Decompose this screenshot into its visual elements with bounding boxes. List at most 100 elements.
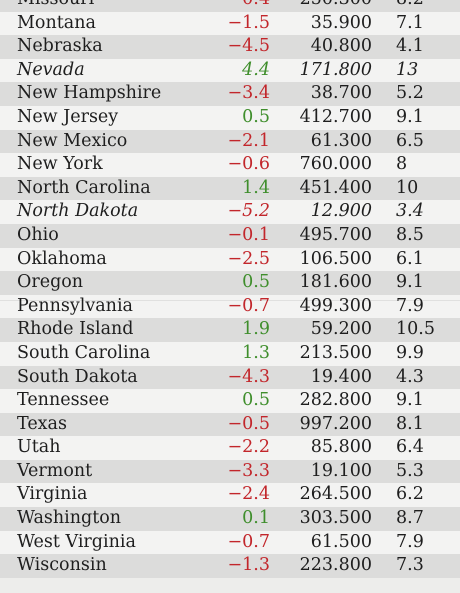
rate-value: 6.5 xyxy=(396,130,424,151)
change-value: 0.1 xyxy=(242,508,270,529)
change-value: −3.3 xyxy=(227,460,271,481)
state-name: Washington xyxy=(17,508,122,529)
rate-value: 10 xyxy=(396,177,419,198)
change-value: −2.4 xyxy=(227,484,271,505)
change-value: −5.2 xyxy=(227,201,271,222)
rate-value: 6.4 xyxy=(396,437,424,458)
change-value: −0.5 xyxy=(227,413,271,434)
table-row: Oregon 0.5 181.600 9.1 xyxy=(0,271,460,295)
state-name: Oregon xyxy=(17,272,84,293)
amount-value: 61.500 xyxy=(310,531,372,552)
rate-value: 7.9 xyxy=(396,531,424,552)
state-name: New Mexico xyxy=(17,130,128,151)
change-value: −0.6 xyxy=(227,154,271,175)
state-name: South Dakota xyxy=(17,366,138,387)
change-value: 4.4 xyxy=(242,59,270,80)
state-name: Ohio xyxy=(17,224,59,245)
amount-value: 19.400 xyxy=(310,366,372,387)
table-row: New Jersey 0.5 412.700 9.1 xyxy=(0,105,460,130)
amount-value: 181.600 xyxy=(299,272,372,293)
amount-value: 451.400 xyxy=(299,177,372,198)
amount-value: 303.500 xyxy=(299,508,372,529)
table-row: New York −0.6 760.000 8 xyxy=(0,153,460,177)
rate-value: 8.2 xyxy=(396,0,424,12)
table-row: Missouri −0.4 250.300 8.2 xyxy=(0,0,460,12)
state-name: Vermont xyxy=(17,460,93,481)
table-row: New Mexico −2.1 61.300 6.5 xyxy=(0,129,460,154)
rate-value: 3.4 xyxy=(396,201,424,222)
state-name: New Jersey xyxy=(17,106,119,127)
table-row: Ohio −0.1 495.700 8.5 xyxy=(0,223,460,248)
amount-value: 250.300 xyxy=(300,0,372,12)
change-value: 0.5 xyxy=(242,106,270,127)
amount-value: 171.800 xyxy=(299,59,372,80)
amount-value: 997.200 xyxy=(299,413,372,434)
change-value: −0.1 xyxy=(227,224,271,245)
rate-value: 8 xyxy=(396,154,408,175)
rate-value: 10.5 xyxy=(396,319,435,340)
state-name: South Carolina xyxy=(17,342,151,363)
amount-value: 264.500 xyxy=(299,484,372,505)
state-name: Wisconsin xyxy=(17,555,107,576)
change-value: −2.1 xyxy=(227,130,271,151)
amount-value: 223.800 xyxy=(299,555,372,576)
amount-value: 495.700 xyxy=(299,224,372,245)
state-name: North Dakota xyxy=(17,201,139,222)
amount-value: 213.500 xyxy=(299,342,372,363)
state-name: North Carolina xyxy=(17,177,151,198)
amount-value: 40.800 xyxy=(310,36,372,57)
rate-value: 6.2 xyxy=(396,484,424,505)
table-row: Oklahoma −2.5 106.500 6.1 xyxy=(0,247,460,272)
change-value: 1.4 xyxy=(242,177,270,198)
table-row: West Virginia −0.7 61.500 7.9 xyxy=(0,530,460,555)
state-table: Missouri −0.4 250.300 8.2 Montana −1.5 35.900 7… xyxy=(0,0,460,578)
amount-value: 61.300 xyxy=(310,130,372,151)
state-name: Rhode Island xyxy=(17,319,134,340)
state-name: Texas xyxy=(17,413,67,434)
table-row: New Hampshire −3.4 38.700 5.2 xyxy=(0,82,460,106)
change-value: 1.3 xyxy=(242,342,270,363)
rate-value: 9.9 xyxy=(396,342,424,363)
table-row: Montana −1.5 35.900 7.1 xyxy=(0,11,460,36)
table-row: North Dakota −5.2 12.900 3.4 xyxy=(0,200,460,224)
state-name: Oklahoma xyxy=(17,248,107,269)
change-value: 1.9 xyxy=(242,319,270,340)
rate-value: 7.1 xyxy=(396,12,424,33)
state-name: New York xyxy=(17,154,103,175)
rate-value: 7.9 xyxy=(396,295,424,316)
rate-value: 9.1 xyxy=(396,106,424,127)
rate-value: 7.3 xyxy=(396,555,424,576)
change-value: −2.5 xyxy=(227,248,271,269)
table-row: Tennessee 0.5 282.800 9.1 xyxy=(0,389,460,413)
state-name: Nebraska xyxy=(17,36,103,57)
state-name: West Virginia xyxy=(17,531,136,552)
amount-value: 19.100 xyxy=(310,460,372,481)
change-value: −1.3 xyxy=(227,555,271,576)
rate-value: 8.7 xyxy=(396,508,424,529)
amount-value: 35.900 xyxy=(310,12,372,33)
amount-value: 106.500 xyxy=(299,248,372,269)
rate-value: 4.3 xyxy=(396,366,424,387)
change-value: 0.5 xyxy=(242,272,270,293)
change-value: −0.4 xyxy=(228,0,271,12)
state-name: New Hampshire xyxy=(17,83,162,104)
change-value: −0.7 xyxy=(227,531,271,552)
rate-value: 8.5 xyxy=(396,224,424,245)
table-row: Virginia −2.4 264.500 6.2 xyxy=(0,483,460,508)
table-row: Rhode Island 1.9 59.200 10.5 xyxy=(0,318,460,342)
amount-value: 12.900 xyxy=(310,201,372,222)
table-row: Pennsylvania −0.7 499.300 7.9 xyxy=(0,294,460,319)
state-name: Montana xyxy=(17,12,96,33)
change-value: 0.5 xyxy=(242,390,270,411)
amount-value: 499.300 xyxy=(299,295,372,316)
amount-value: 282.800 xyxy=(299,390,372,411)
table-row: Vermont −3.3 19.100 5.3 xyxy=(0,459,460,484)
rate-value: 5.3 xyxy=(396,460,424,481)
change-value: −1.5 xyxy=(227,12,271,33)
change-value: −4.5 xyxy=(227,36,271,57)
state-name: Virginia xyxy=(17,484,88,505)
table-row: South Dakota −4.3 19.400 4.3 xyxy=(0,365,460,390)
table-row: Utah −2.2 85.800 6.4 xyxy=(0,436,460,460)
rate-value: 13 xyxy=(396,59,419,80)
rate-value: 6.1 xyxy=(396,248,424,269)
